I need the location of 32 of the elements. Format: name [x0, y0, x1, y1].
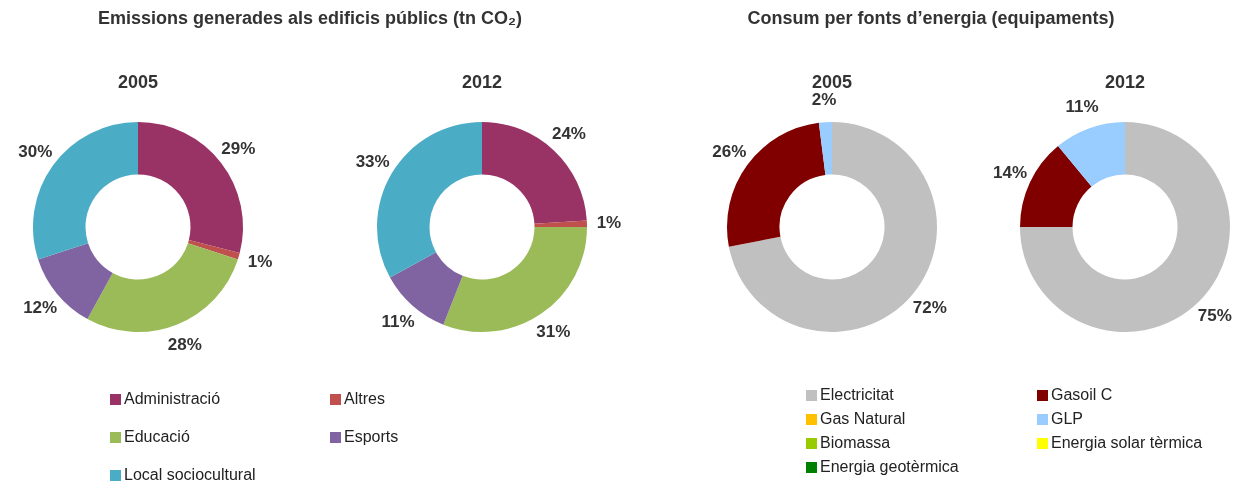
legend-label: Gas Natural: [820, 410, 906, 428]
legend-label: Esports: [344, 428, 399, 446]
legend-label: Energia geotèrmica: [820, 458, 959, 476]
data-label: 14%: [993, 162, 1028, 182]
data-label: 12%: [23, 297, 58, 317]
legend-label: Gasoil C: [1051, 386, 1113, 404]
data-label: 29%: [221, 138, 256, 158]
legend-label: Altres: [344, 390, 385, 408]
legend-label: GLP: [1051, 410, 1084, 428]
data-label: 28%: [167, 334, 202, 354]
data-label: 72%: [912, 297, 947, 317]
data-label: 11%: [381, 311, 415, 331]
data-label: 30%: [18, 142, 53, 162]
data-label: 31%: [536, 321, 571, 341]
legend-label: Biomassa: [820, 434, 891, 452]
slice-label: 2012: [460, 72, 503, 93]
legend-label: Administració: [124, 390, 221, 408]
legend-label: Electricitat: [820, 386, 894, 404]
legend-label: Energia solar tèrmica: [1051, 434, 1203, 452]
data-label: 11%: [1065, 97, 1099, 117]
legend-label: Educació: [124, 428, 190, 446]
data-label: 1%: [596, 212, 622, 232]
slice-label: 2012: [1103, 72, 1146, 93]
data-label: 75%: [1197, 306, 1232, 326]
data-label: 1%: [247, 252, 273, 272]
data-label: 33%: [355, 152, 390, 172]
chart-title: Emissions generades als edificis públics (tn CO₂): [96, 8, 524, 29]
data-label: 26%: [712, 142, 747, 162]
legend-label: Local sociocultural: [124, 466, 256, 484]
slice-label: 2005: [116, 72, 159, 93]
chart-title: Consum per fonts d’energia (equipaments): [746, 8, 1116, 29]
data-label: 24%: [551, 124, 586, 144]
